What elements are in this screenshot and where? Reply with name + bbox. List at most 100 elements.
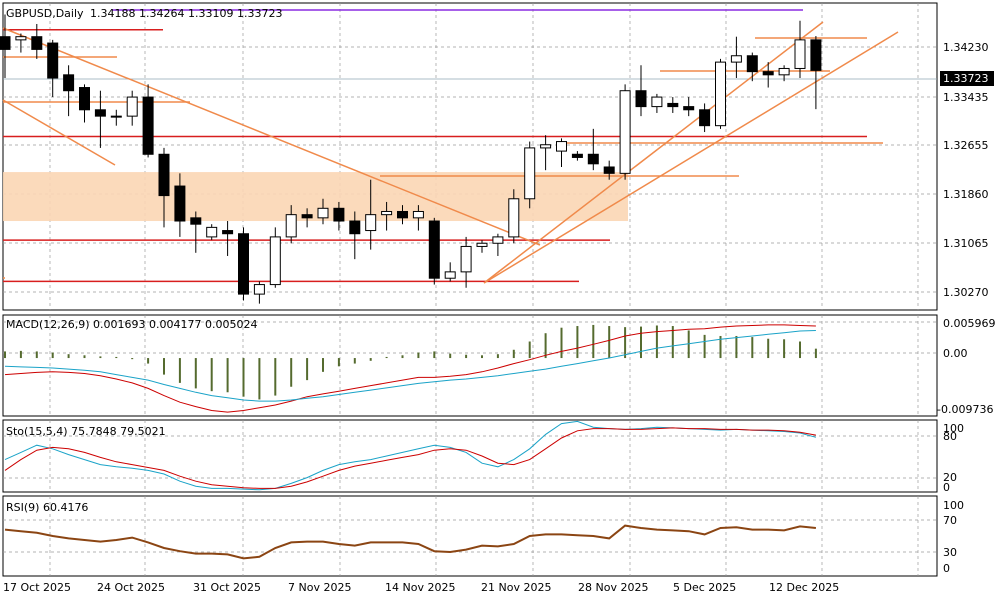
- candle: [571, 151, 583, 161]
- candle: [476, 240, 488, 253]
- pane-border: [2, 495, 938, 577]
- candle: [619, 84, 631, 180]
- candle: [190, 211, 202, 253]
- candle: [778, 65, 790, 82]
- trend-line: [2, 99, 116, 166]
- bear-candle-body: [699, 109, 711, 127]
- drawing-objects[interactable]: [2, 9, 937, 284]
- candle: [746, 52, 758, 82]
- bull-candle-body: [476, 242, 488, 247]
- bear-candle-body: [158, 153, 170, 197]
- macd-signal-line: [4, 324, 816, 413]
- time-tick: 28 Nov 2025: [578, 581, 648, 594]
- candle: [349, 211, 361, 260]
- candle: [301, 208, 313, 228]
- candle: [587, 128, 599, 171]
- candle: [635, 65, 647, 117]
- macd-layer: [4, 324, 817, 413]
- bear-candle-body: [63, 74, 75, 92]
- bear-candle-body: [603, 166, 615, 174]
- candle: [94, 90, 106, 148]
- bull-candle-body: [778, 67, 790, 76]
- candle: [15, 33, 27, 53]
- pane-border: [2, 314, 938, 417]
- candle: [762, 62, 774, 88]
- bear-candle-body: [762, 71, 774, 76]
- bear-candle-body: [94, 109, 106, 117]
- bear-candle-body: [79, 87, 90, 111]
- supply-zone: [3, 172, 628, 222]
- pane-border: [2, 419, 938, 493]
- pane-frames: [2, 2, 938, 577]
- bear-candle-body: [0, 36, 11, 50]
- price-tick: 1.32655: [943, 139, 989, 152]
- candle: [540, 135, 552, 171]
- bear-candle-body: [47, 42, 59, 79]
- candle: [715, 58, 726, 129]
- time-tick: 31 Oct 2025: [193, 581, 261, 594]
- candle: [365, 179, 377, 250]
- stoch-signal-line: [4, 427, 816, 489]
- time-tick: 17 Oct 2025: [3, 581, 71, 594]
- rsi-tick: 30: [943, 546, 957, 559]
- candle: [79, 84, 90, 123]
- ohlc-label: 1.34188 1.34264 1.33109 1.33723: [90, 7, 282, 20]
- rsi-layer: [4, 524, 817, 560]
- candle: [285, 205, 297, 244]
- rsi-tick: 0: [943, 562, 950, 575]
- price-tick: 1.31860: [943, 188, 989, 201]
- candle: [0, 14, 11, 79]
- candle: [651, 93, 663, 113]
- bear-candle-body: [587, 153, 599, 165]
- time-tick: 24 Oct 2025: [97, 581, 165, 594]
- bull-candle-body: [715, 61, 726, 127]
- bear-candle-body: [190, 217, 202, 225]
- time-tick: 21 Nov 2025: [481, 581, 551, 594]
- bear-candle-body: [571, 153, 583, 158]
- candle: [699, 103, 711, 133]
- candle: [492, 233, 504, 256]
- trend-line: [483, 21, 824, 284]
- candle: [412, 205, 424, 231]
- bull-candle-body: [253, 284, 265, 295]
- candle: [253, 281, 265, 304]
- bull-candle-body: [365, 214, 377, 232]
- bear-candle-body: [238, 233, 249, 295]
- bear-candle-body: [683, 106, 695, 111]
- bear-candle-body: [301, 214, 313, 219]
- bull-candle-body: [15, 36, 27, 41]
- bull-candle-body: [126, 96, 138, 117]
- bull-candle-body: [492, 236, 504, 244]
- bull-candle-body: [206, 226, 218, 238]
- candle: [667, 97, 679, 113]
- bear-candle-body: [667, 102, 679, 108]
- stoch-tick: 20: [943, 471, 957, 484]
- rsi-tick: 70: [943, 514, 957, 527]
- candle: [142, 84, 154, 158]
- bull-candle-body: [285, 214, 297, 238]
- bear-candle-body: [397, 210, 408, 219]
- candle: [683, 97, 695, 117]
- bull-candle-body: [317, 207, 329, 219]
- price-tick: 1.30270: [943, 286, 989, 299]
- bull-candle-body: [619, 90, 631, 174]
- current-price-box: [940, 71, 994, 86]
- rsi-label: RSI(9) 60.4176: [6, 501, 88, 514]
- bull-candle-body: [524, 147, 536, 200]
- stoch-tick: 0: [943, 481, 950, 494]
- bull-candle-body: [269, 236, 281, 286]
- bull-candle-body: [540, 144, 552, 149]
- bull-candle-body: [794, 39, 806, 69]
- bull-candle-body: [730, 55, 742, 63]
- candle: [810, 36, 822, 110]
- stoch-tick: 100: [943, 422, 964, 435]
- bull-candle-body: [556, 141, 567, 152]
- current-price-label: 1.33723: [943, 72, 989, 85]
- time-tick: 14 Nov 2025: [385, 581, 455, 594]
- time-tick: 12 Dec 2025: [769, 581, 839, 594]
- trend-line: [2, 27, 541, 246]
- candle: [206, 224, 218, 241]
- candle: [508, 189, 520, 244]
